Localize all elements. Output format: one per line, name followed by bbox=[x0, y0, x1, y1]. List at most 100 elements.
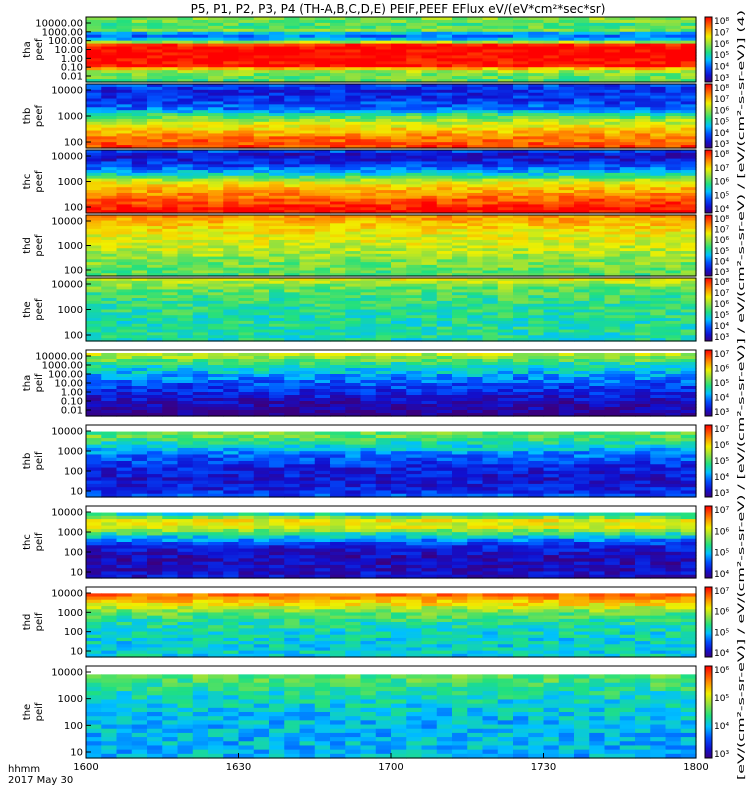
heatmap-cell bbox=[574, 145, 590, 149]
heatmap-cell bbox=[635, 98, 651, 103]
heatmap-cell bbox=[604, 130, 621, 135]
heatmap-cell bbox=[147, 170, 163, 174]
heatmap-cell bbox=[116, 43, 133, 48]
heatmap-cell bbox=[345, 167, 362, 171]
heatmap-cell bbox=[360, 309, 377, 313]
heatmap-cell bbox=[604, 190, 621, 194]
heatmap-cell bbox=[452, 295, 468, 299]
heatmap-cell bbox=[162, 79, 179, 83]
heatmap-cell bbox=[116, 133, 133, 137]
heatmap-cell bbox=[360, 58, 377, 62]
heatmap-cell bbox=[162, 164, 179, 168]
heatmap-cell bbox=[299, 121, 316, 126]
heatmap-cell bbox=[589, 195, 606, 200]
heatmap-cell bbox=[147, 283, 163, 288]
heatmap-cell bbox=[223, 264, 240, 269]
heatmap-cell bbox=[574, 37, 590, 42]
heatmap-cell bbox=[330, 377, 346, 381]
heatmap-cell bbox=[558, 142, 575, 146]
heatmap-cell bbox=[497, 207, 514, 211]
heatmap-cell bbox=[314, 371, 331, 375]
heatmap-cell bbox=[543, 124, 560, 129]
heatmap-cell bbox=[497, 371, 514, 375]
heatmap-cell bbox=[330, 259, 346, 263]
heatmap-cell bbox=[452, 300, 468, 305]
heatmap-cell bbox=[223, 37, 240, 42]
heatmap-cell bbox=[497, 377, 514, 381]
heatmap-cell bbox=[528, 318, 545, 322]
heatmap-cell bbox=[513, 312, 529, 316]
heatmap-cell bbox=[436, 220, 453, 224]
heatmap-cell bbox=[497, 167, 514, 171]
heatmap-cell bbox=[619, 110, 636, 114]
heatmap-cell bbox=[192, 22, 209, 27]
heatmap-cell bbox=[650, 142, 667, 146]
heatmap-cell bbox=[116, 98, 133, 103]
heatmap-cell bbox=[330, 371, 346, 375]
heatmap-cell bbox=[650, 298, 667, 302]
heatmap-cell bbox=[253, 377, 270, 381]
heatmap-cell bbox=[391, 380, 407, 384]
heatmap-cell bbox=[558, 365, 575, 369]
heatmap-cell bbox=[436, 170, 453, 174]
heatmap-cell bbox=[543, 86, 560, 91]
heatmap-cell bbox=[177, 253, 194, 258]
heatmap-cell bbox=[131, 55, 148, 59]
heatmap-cell bbox=[269, 356, 285, 360]
heatmap-cell bbox=[589, 356, 606, 360]
heatmap-cell bbox=[650, 371, 667, 375]
heatmap-cell bbox=[269, 201, 285, 206]
heatmap-cell bbox=[238, 215, 255, 219]
heatmap-cell bbox=[543, 170, 560, 174]
heatmap-cell bbox=[543, 295, 560, 299]
heatmap-cell bbox=[650, 198, 667, 203]
heatmap-cell bbox=[162, 86, 179, 91]
heatmap-cell bbox=[360, 332, 377, 336]
heatmap-cell bbox=[208, 95, 224, 100]
heatmap-cell bbox=[101, 259, 118, 263]
heatmap-cell bbox=[208, 181, 224, 185]
heatmap-cell bbox=[269, 234, 285, 238]
heatmap-cell bbox=[467, 130, 484, 135]
heatmap-cell bbox=[436, 217, 453, 222]
heatmap-cell bbox=[314, 234, 331, 238]
heatmap-cell bbox=[421, 73, 438, 77]
heatmap-cell bbox=[314, 377, 331, 381]
heatmap-cell bbox=[558, 84, 575, 88]
heatmap-cell bbox=[482, 172, 499, 177]
heatmap-cell bbox=[604, 270, 621, 274]
heatmap-cell bbox=[635, 92, 651, 97]
heatmap-cell bbox=[375, 19, 392, 24]
heatmap-cell bbox=[375, 17, 392, 21]
heatmap-cell bbox=[421, 170, 438, 174]
heatmap-cell bbox=[162, 280, 179, 285]
heatmap-cell bbox=[497, 237, 514, 241]
heatmap-cell bbox=[482, 217, 499, 222]
heatmap-cell bbox=[680, 175, 697, 180]
heatmap-cell bbox=[101, 110, 118, 114]
heatmap-cell bbox=[360, 267, 377, 272]
heatmap-cell bbox=[513, 278, 529, 282]
heatmap-cell bbox=[345, 256, 362, 260]
heatmap-cell bbox=[680, 231, 697, 236]
heatmap-cell bbox=[223, 228, 240, 233]
heatmap-cell bbox=[253, 181, 270, 185]
heatmap-cell bbox=[269, 70, 285, 74]
heatmap-cell bbox=[680, 201, 697, 206]
heatmap-cell bbox=[589, 223, 606, 227]
heatmap-cell bbox=[436, 207, 453, 211]
heatmap-cell bbox=[619, 318, 636, 322]
heatmap-cell bbox=[619, 278, 636, 282]
heatmap-cell bbox=[421, 130, 438, 135]
heatmap-cell bbox=[436, 242, 453, 247]
heatmap-cell bbox=[269, 124, 285, 129]
heatmap-cell bbox=[116, 217, 133, 222]
heatmap-cell bbox=[650, 374, 667, 378]
heatmap-cell bbox=[330, 192, 346, 197]
heatmap-cell bbox=[406, 326, 423, 331]
heatmap-cell bbox=[116, 95, 133, 100]
heatmap-cell bbox=[680, 192, 697, 197]
heatmap-cell bbox=[528, 130, 545, 135]
heatmap-cell bbox=[513, 315, 529, 319]
heatmap-cell bbox=[360, 190, 377, 194]
